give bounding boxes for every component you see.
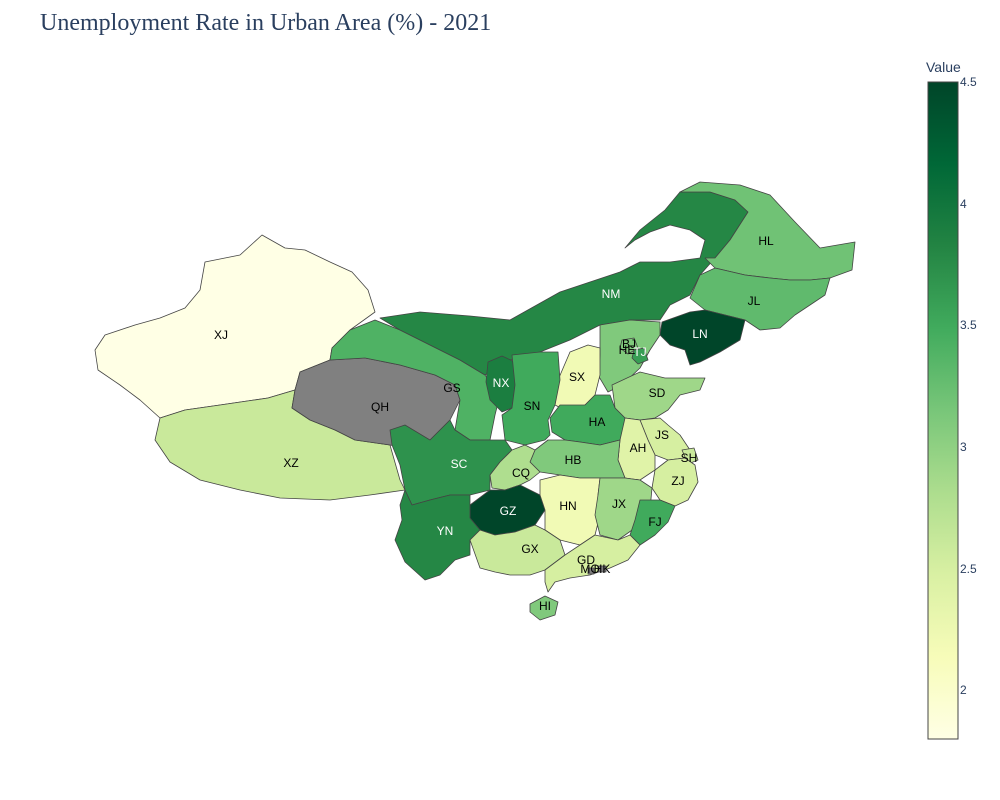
province-label-nx: NX: [493, 376, 510, 390]
province-label-qh: QH: [371, 400, 389, 414]
province-label-hk: HK: [594, 562, 611, 576]
province-gd[interactable]: [544, 534, 641, 593]
colorbar-tick: 3: [960, 440, 967, 454]
province-label-sn: SN: [524, 399, 541, 413]
colorbar-tick: 2.5: [960, 561, 977, 576]
province-label-gs: GS: [443, 381, 460, 395]
province-label-sx: SX: [569, 370, 585, 384]
province-label-fj: FJ: [648, 515, 661, 529]
province-tj[interactable]: [631, 347, 649, 365]
province-label-sd: SD: [649, 386, 666, 400]
province-zj[interactable]: [651, 457, 699, 507]
province-hi[interactable]: [529, 595, 559, 621]
province-hk[interactable]: [597, 565, 607, 573]
province-label-hl: HL: [758, 234, 774, 248]
province-label-ln: LN: [692, 327, 707, 341]
province-label-xz: XZ: [283, 456, 298, 470]
province-label-tj: TJ: [633, 345, 646, 359]
province-xz[interactable]: [154, 389, 406, 501]
province-ln[interactable]: [659, 309, 746, 366]
province-label-sc: SC: [451, 457, 468, 471]
colorbar-tick: 4.5: [960, 75, 977, 89]
page-title: Unemployment Rate in Urban Area (%) - 20…: [40, 10, 492, 36]
province-label-js: JS: [655, 428, 669, 442]
province-label-zj: ZJ: [671, 474, 684, 488]
colorbar: [927, 81, 959, 740]
colorbar-tick: 4: [960, 196, 967, 211]
province-gx[interactable]: [469, 524, 566, 576]
province-label-cq: CQ: [512, 466, 530, 480]
colorbar-tick: 2: [960, 683, 967, 698]
province-label-gx: GX: [521, 542, 538, 556]
province-label-gz: GZ: [500, 504, 517, 518]
province-label-hb: HB: [565, 453, 582, 467]
province-mo[interactable]: [587, 567, 595, 575]
province-fj[interactable]: [629, 499, 676, 546]
province-label-ah: AH: [630, 441, 647, 455]
province-label-yn: YN: [437, 524, 454, 538]
colorbar-title: Value: [926, 59, 961, 75]
province-bj[interactable]: [619, 337, 639, 355]
province-yn[interactable]: [394, 489, 481, 581]
colorbar-tick: 3.5: [960, 318, 977, 333]
province-sn[interactable]: [501, 351, 561, 446]
province-label-gd: GD: [577, 553, 595, 567]
province-label-sh: SH: [681, 451, 698, 465]
province-label-ha: HA: [589, 415, 606, 429]
province-label-hi: HI: [539, 599, 551, 613]
province-label-bj: BJ: [622, 337, 636, 351]
province-label-hn: HN: [559, 499, 576, 513]
province-label-he: HE: [619, 343, 636, 357]
province-label-jx: JX: [612, 497, 626, 511]
province-label-xj: XJ: [214, 328, 228, 342]
province-label-jl: JL: [748, 294, 761, 308]
province-label-nm: NM: [602, 287, 621, 301]
province-label-mo: MO: [580, 562, 599, 576]
